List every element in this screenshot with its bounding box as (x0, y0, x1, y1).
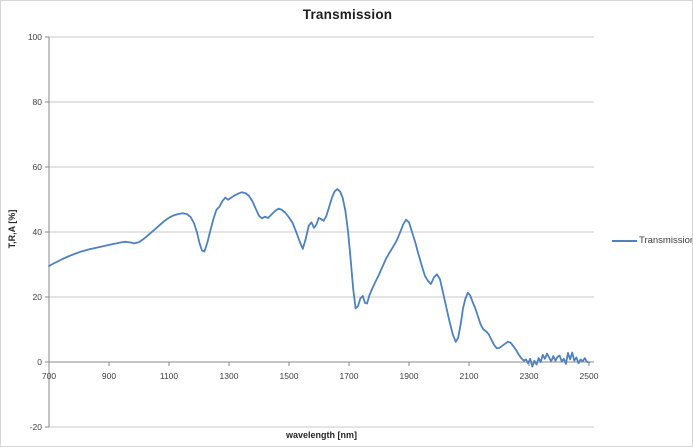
x-tick-label: 2300 (520, 371, 539, 381)
x-tick-label: 700 (42, 371, 56, 381)
x-tick-label: 1700 (340, 371, 359, 381)
legend-line-icon (612, 239, 637, 242)
x-tick-label: 1500 (280, 371, 299, 381)
y-tick-label: -20 (30, 422, 43, 432)
x-tick-label: 900 (102, 371, 116, 381)
series-line-transmission (48, 188, 590, 368)
y-tick-label: 0 (37, 357, 42, 367)
x-axis-title: wavelength [nm] (285, 430, 357, 440)
y-axis-title: T,R,A [%] (7, 209, 17, 249)
legend: Transmission (612, 235, 693, 246)
x-tick-label: 2500 (580, 371, 599, 381)
legend-label: Transmission (639, 235, 693, 246)
chart-title: Transmission (302, 7, 393, 22)
y-tick-label: 60 (33, 162, 43, 172)
y-tick-label: 40 (33, 227, 43, 237)
x-tick-label: 1100 (160, 371, 179, 381)
y-tick-label: 80 (33, 97, 43, 107)
x-tick-label: 1900 (400, 371, 419, 381)
y-tick-label: 100 (28, 32, 42, 42)
x-tick-label: 1300 (220, 371, 239, 381)
y-tick-label: 20 (33, 292, 43, 302)
x-tick-label: 2100 (460, 371, 479, 381)
